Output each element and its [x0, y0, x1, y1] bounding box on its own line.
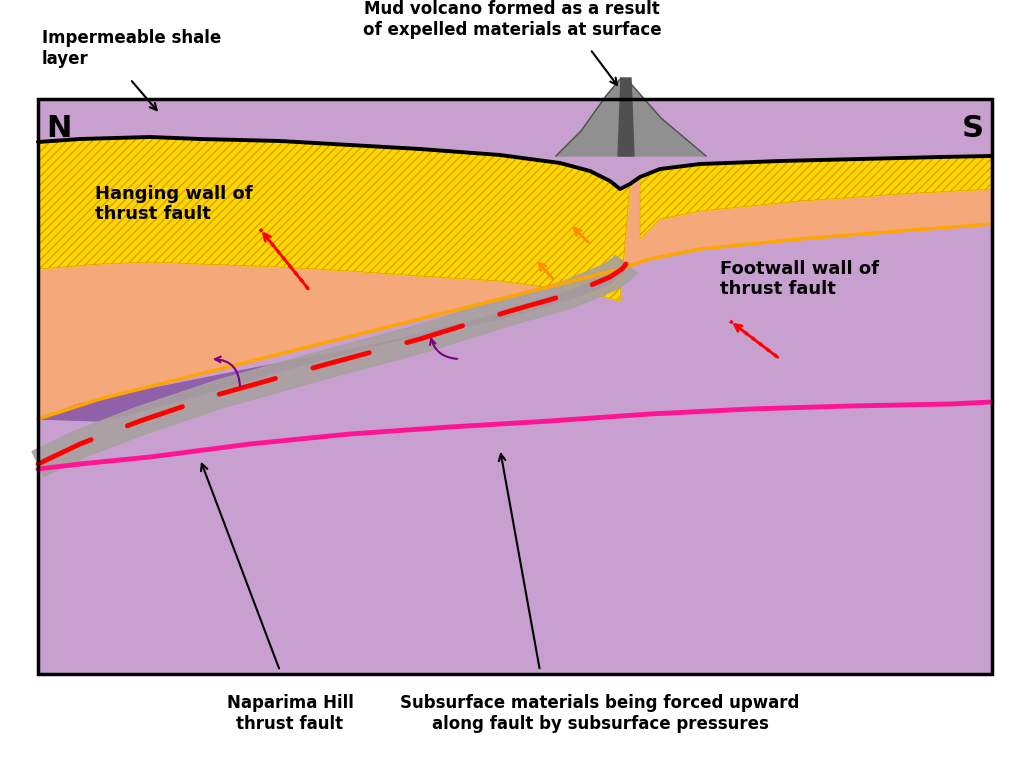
Text: Subsurface materials being forced upward
along fault by subsurface pressures: Subsurface materials being forced upward… — [400, 694, 800, 732]
Polygon shape — [38, 271, 625, 674]
Polygon shape — [640, 99, 992, 239]
Text: N: N — [46, 114, 72, 143]
Polygon shape — [32, 255, 637, 477]
Text: Impermeable shale
layer: Impermeable shale layer — [42, 29, 221, 68]
Polygon shape — [38, 137, 630, 301]
Polygon shape — [38, 137, 992, 419]
Text: Footwall wall of
thrust fault: Footwall wall of thrust fault — [720, 260, 879, 298]
Text: Mud volcano formed as a result
of expelled materials at surface: Mud volcano formed as a result of expell… — [362, 0, 662, 39]
Text: Hanging wall of
thrust fault: Hanging wall of thrust fault — [95, 184, 253, 223]
Polygon shape — [618, 78, 634, 156]
Polygon shape — [556, 78, 706, 156]
Text: S: S — [962, 114, 984, 143]
Polygon shape — [38, 99, 992, 674]
Text: Naparima Hill
thrust fault: Naparima Hill thrust fault — [226, 694, 353, 732]
